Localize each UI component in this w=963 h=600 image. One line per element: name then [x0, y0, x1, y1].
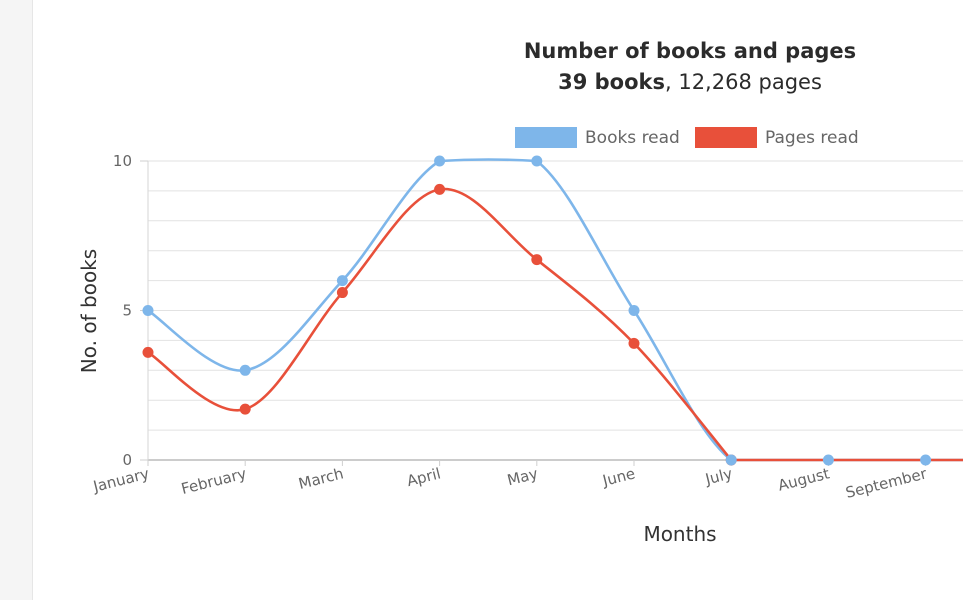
data-point: [239, 403, 251, 415]
y-tick-label: 10: [113, 152, 132, 170]
y-axis-label: No. of books: [77, 249, 101, 373]
y-tick-label: 0: [122, 451, 132, 469]
x-tick-label: May: [505, 464, 540, 489]
legend-label: Books read: [585, 128, 680, 148]
subtitle-books: 39 books: [558, 70, 665, 94]
series-lines: [147, 158, 963, 462]
legend-swatch: [515, 127, 577, 148]
data-point: [434, 183, 446, 195]
data-point: [142, 346, 154, 358]
data-point: [628, 337, 640, 349]
legend-label: Pages read: [765, 128, 859, 148]
line-chart: 0 5 10 January February March April May June Jul…: [77, 127, 963, 546]
chart-title: Number of books and pages: [523, 39, 857, 63]
legend-swatch: [695, 127, 757, 148]
x-tick-label: March: [297, 464, 346, 493]
legend[interactable]: Books read Pages read: [515, 127, 859, 148]
grid: [148, 160, 963, 461]
data-point: [920, 454, 932, 466]
x-tick-label: June: [600, 464, 637, 490]
data-point: [336, 275, 348, 287]
data-point: [725, 454, 737, 466]
series-line: [147, 158, 926, 462]
x-tick-label: April: [405, 464, 443, 490]
data-point: [531, 155, 543, 167]
data-point: [822, 454, 834, 466]
data-point: [434, 155, 446, 167]
x-tick-label: January: [90, 464, 151, 495]
data-point: [531, 254, 543, 266]
legend-item[interactable]: Pages read: [695, 127, 859, 148]
x-tick-label: July: [703, 464, 735, 488]
chart-title-block: Number of books and pages 39 books, 12,2…: [0, 36, 963, 98]
subtitle-pages: , 12,268 pages: [664, 70, 822, 94]
data-point: [239, 364, 251, 376]
series-points: [142, 155, 932, 466]
data-point: [142, 305, 154, 316]
data-point: [336, 287, 348, 299]
legend-item[interactable]: Books read: [515, 127, 680, 148]
y-tick-label: 5: [122, 302, 132, 320]
x-tick-label: February: [179, 464, 248, 498]
x-axis-label: Months: [643, 522, 716, 546]
data-point: [628, 305, 640, 316]
x-tick-label: August: [776, 464, 831, 494]
x-ticks: January February March April May June July Augu…: [90, 460, 930, 502]
x-tick-label: September: [844, 464, 930, 502]
chart-subtitle: 39 books, 12,268 pages: [0, 66, 963, 98]
chart-card: [32, 0, 963, 600]
